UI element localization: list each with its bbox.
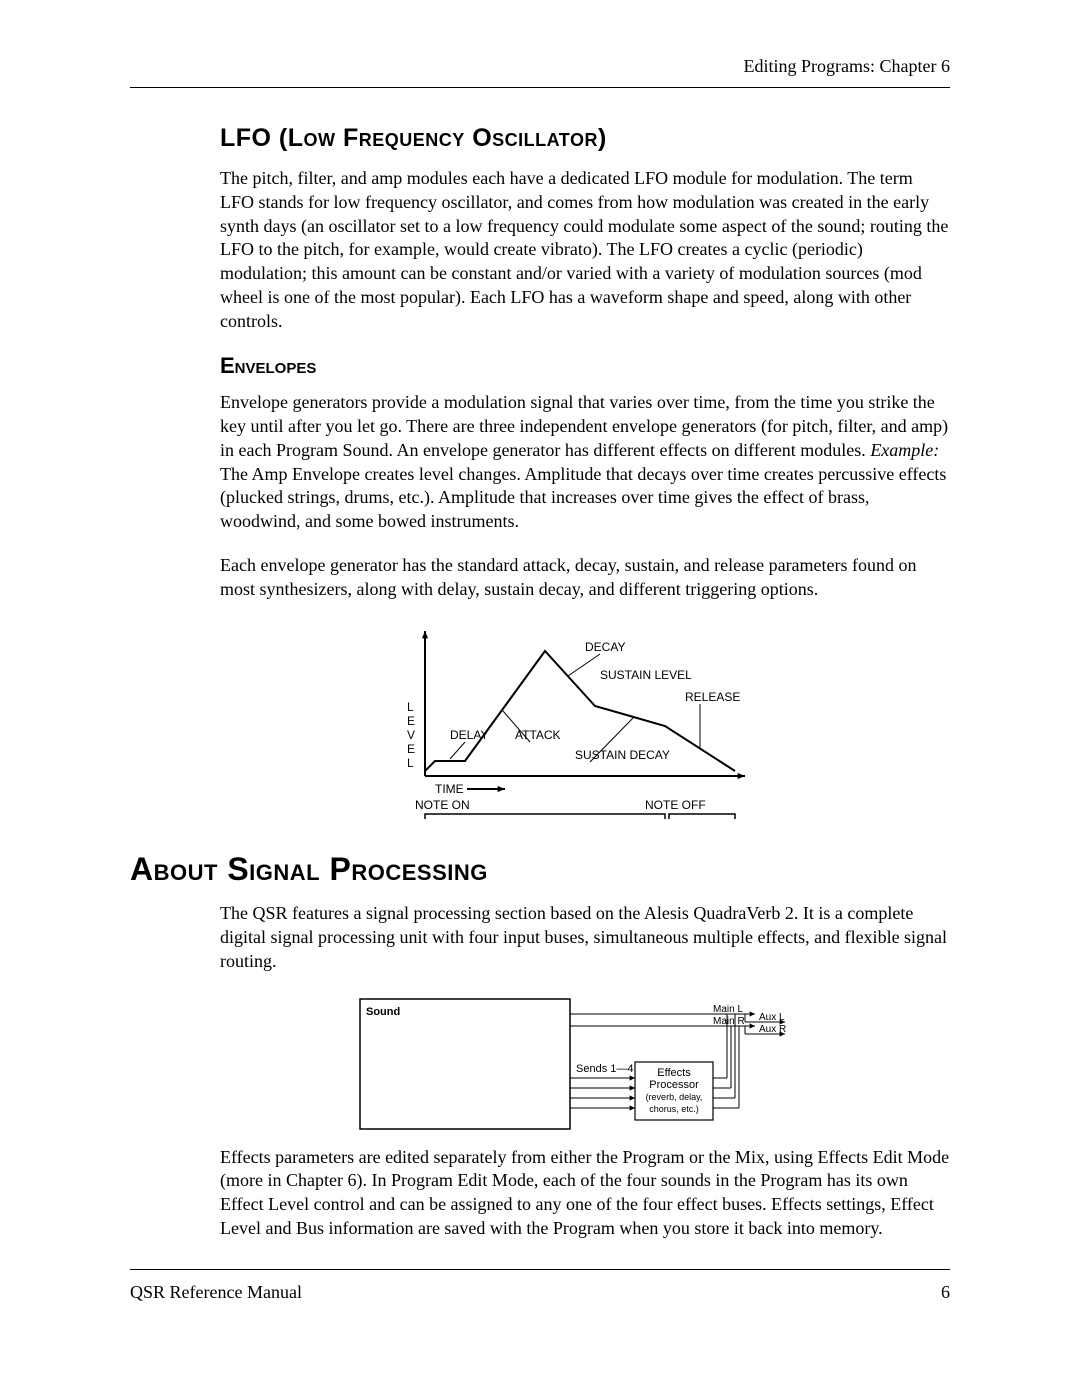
signal-body-2: Effects parameters are edited separately… (220, 1146, 950, 1241)
page-header: Editing Programs: Chapter 6 (130, 56, 950, 77)
svg-text:E: E (407, 714, 415, 728)
svg-text:Sound: Sound (366, 1006, 400, 1018)
envelopes-body-2: Each envelope generator has the standard… (220, 554, 950, 602)
header-rule (130, 87, 950, 88)
svg-text:RELEASE: RELEASE (685, 690, 740, 704)
svg-text:L: L (407, 700, 414, 714)
svg-text:Processor: Processor (649, 1079, 699, 1091)
env-body1-em: Example: (870, 440, 939, 460)
svg-text:SUSTAIN DECAY: SUSTAIN DECAY (575, 748, 670, 762)
footer-right: 6 (941, 1282, 950, 1303)
env-body1-pre: Envelope generators provide a modulation… (220, 392, 948, 460)
svg-text:Effects: Effects (657, 1067, 691, 1079)
svg-text:TIME: TIME (435, 782, 464, 796)
svg-text:NOTE ON: NOTE ON (415, 798, 470, 812)
svg-text:NOTE OFF: NOTE OFF (645, 798, 706, 812)
svg-text:(reverb, delay,: (reverb, delay, (646, 1092, 703, 1102)
svg-text:Aux L: Aux L (759, 1012, 785, 1023)
svg-text:Main R: Main R (713, 1016, 745, 1027)
svg-text:E: E (407, 742, 415, 756)
svg-text:DECAY: DECAY (585, 640, 625, 654)
signal-diagram: Sound EffectsProcessor(reverb, delay, chor… (355, 994, 815, 1138)
signal-body-1: The QSR features a signal processing sec… (220, 902, 950, 973)
envelopes-body-1: Envelope generators provide a modulation… (220, 391, 950, 534)
svg-text:Sends 1—4: Sends 1—4 (576, 1063, 633, 1075)
svg-text:L: L (407, 756, 414, 770)
signal-heading: About Signal Processing (130, 851, 950, 888)
env-body1-post: The Amp Envelope creates level changes. … (220, 464, 946, 532)
svg-text:DELAY: DELAY (450, 728, 488, 742)
footer-rule (130, 1269, 950, 1270)
envelope-diagram-wrap: LEVELTIMEDELAYATTACKDECAYSUSTAIN LEVELSU… (220, 621, 950, 821)
svg-text:SUSTAIN LEVEL: SUSTAIN LEVEL (600, 668, 692, 682)
envelope-diagram: LEVELTIMEDELAYATTACKDECAYSUSTAIN LEVELSU… (395, 621, 775, 821)
svg-text:V: V (407, 728, 415, 742)
svg-text:ATTACK: ATTACK (515, 728, 561, 742)
svg-text:Aux R: Aux R (759, 1024, 786, 1035)
signal-diagram-wrap: Sound EffectsProcessor(reverb, delay, chor… (220, 994, 950, 1138)
lfo-body: The pitch, filter, and amp modules each … (220, 167, 950, 333)
svg-text:chorus, etc.): chorus, etc.) (649, 1104, 699, 1114)
envelopes-heading: Envelopes (220, 353, 950, 379)
footer-left: QSR Reference Manual (130, 1282, 302, 1303)
lfo-heading: LFO (Low Frequency Oscillator) (220, 124, 950, 153)
svg-text:Main L: Main L (713, 1004, 743, 1015)
